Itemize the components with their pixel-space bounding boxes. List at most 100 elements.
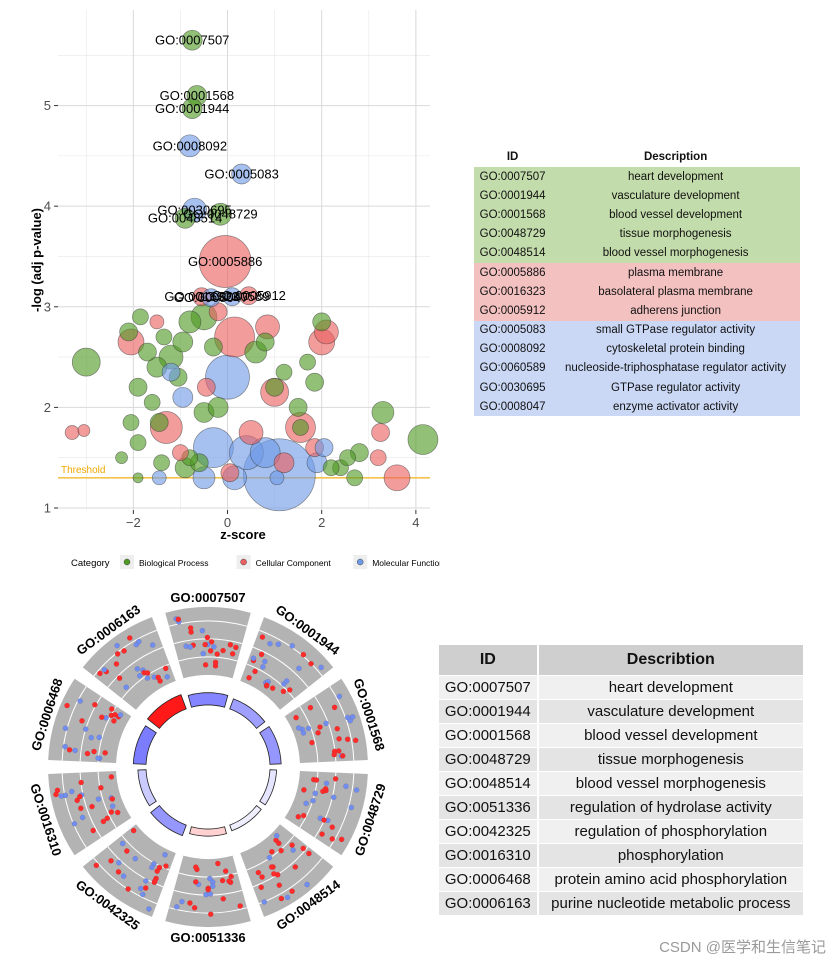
bubble-point bbox=[371, 423, 390, 442]
description-cell: adherens junction bbox=[630, 304, 721, 317]
bubble-point bbox=[153, 454, 170, 472]
bubble-label: GO:0048729 bbox=[183, 207, 257, 222]
description-cell: plasma membrane bbox=[627, 266, 724, 279]
description-cell: blood vessel morphogenesis bbox=[536, 772, 803, 795]
table-row: GO:0007507 heart development bbox=[474, 167, 800, 187]
y-tick-label: 2 bbox=[44, 400, 51, 415]
y-tick-label: 1 bbox=[44, 500, 51, 515]
x-tick-label: −2 bbox=[126, 515, 141, 530]
bubble-point bbox=[305, 372, 324, 392]
table1-header-description: Description bbox=[551, 146, 800, 167]
bubble-point bbox=[196, 377, 216, 397]
description-cell: vasculature development bbox=[536, 700, 803, 723]
description-cell: heart development bbox=[627, 170, 724, 183]
bubble-point bbox=[204, 337, 223, 357]
bubble-point bbox=[119, 322, 138, 342]
bubble-point bbox=[178, 134, 202, 158]
bubble-point bbox=[201, 288, 221, 308]
bubble-label: GO:0005083 bbox=[204, 166, 278, 181]
description-cell: blood vessel morphogenesis bbox=[602, 247, 749, 260]
table1-header-id: ID bbox=[474, 146, 552, 167]
bubble-point bbox=[275, 363, 293, 381]
bubble-point bbox=[151, 470, 167, 486]
bubble-point bbox=[407, 424, 439, 455]
table-row: GO:0030695 GTPase regulator activity bbox=[474, 378, 800, 398]
bubble-point bbox=[138, 342, 157, 362]
zscore-bar bbox=[187, 692, 229, 708]
zscore-bar bbox=[146, 694, 187, 729]
bubble-plot: Threshold GO:0007507 GO:0001568GO:0001944… bbox=[29, 10, 440, 569]
bubble-point bbox=[172, 444, 189, 462]
go-category-table: ID Description GO:0007507 heart developme… bbox=[474, 146, 800, 417]
go-id-cell: GO:0007507 bbox=[444, 679, 531, 696]
bubble-point bbox=[214, 316, 255, 358]
description-cell: vasculature development bbox=[611, 189, 740, 202]
go-sector bbox=[284, 771, 368, 856]
bubble-point bbox=[181, 29, 203, 51]
bubble-point bbox=[249, 437, 281, 469]
bubble-label: GO:0016323 bbox=[164, 289, 238, 304]
description-cell: GTPase regulator activity bbox=[611, 381, 741, 394]
bubble-point bbox=[149, 314, 165, 330]
bubble-point bbox=[172, 386, 194, 408]
bubble-point bbox=[174, 207, 196, 229]
go-id-cell: GO:0048729 bbox=[444, 751, 531, 768]
table-row: GO:0016323 basolateral plasma membrane bbox=[474, 282, 800, 302]
go-id-cell: GO:0048514 bbox=[444, 775, 531, 792]
description-cell: regulation of hydrolase activity bbox=[536, 796, 803, 819]
table2-header-id: ID bbox=[439, 645, 537, 675]
bubble-point bbox=[288, 398, 308, 417]
table-row: GO:0006468 protein amino acid phosphoryla… bbox=[439, 868, 803, 891]
go-id-cell: GO:0001568 bbox=[479, 208, 546, 221]
zscore-bar bbox=[132, 725, 157, 765]
go-id-cell: GO:0016310 bbox=[444, 847, 531, 864]
table-row: GO:0006163 purine nucleotide metabolic pr… bbox=[439, 892, 803, 915]
table-row: GO:0048514 blood vessel morphogenesis bbox=[474, 243, 800, 263]
go-id-cell: GO:0048514 bbox=[479, 247, 546, 260]
x-axis-label: z-score bbox=[220, 527, 266, 542]
bubble-point bbox=[220, 463, 240, 483]
go-term-table: ID Describtion GO:0007507 heart developme… bbox=[439, 644, 803, 916]
legend-entry: Biological Process bbox=[139, 558, 208, 568]
description-cell: small GTPase regulator activity bbox=[596, 324, 756, 337]
plot-axes: −2 0 2 4 1 2 3 4 5 bbox=[44, 98, 420, 530]
table-row: GO:0001944 vasculature development bbox=[474, 186, 800, 206]
go-sector bbox=[165, 855, 251, 927]
bubble-point bbox=[71, 347, 101, 377]
go-id-cell: GO:0030695 bbox=[479, 381, 546, 394]
bubble-point bbox=[149, 413, 169, 432]
table2-header-description: Describtion bbox=[536, 645, 803, 675]
bubble-point bbox=[239, 286, 259, 306]
bubble-point bbox=[299, 353, 316, 371]
bubble-label: GO:0005912 bbox=[211, 288, 285, 303]
description-cell: heart development bbox=[536, 676, 803, 699]
go-id-cell: GO:0005083 bbox=[479, 324, 546, 337]
table-row: GO:0005083 small GTPase regulator activit… bbox=[474, 320, 800, 340]
zscore-bar bbox=[150, 805, 187, 837]
bubble-point bbox=[209, 202, 232, 226]
table-row: GO:0048729 tissue morphogenesis bbox=[439, 748, 803, 771]
table-row: GO:0051336 regulation of hydrolase activi… bbox=[439, 796, 803, 819]
description-cell: protein amino acid phosphorylation bbox=[536, 868, 803, 891]
bubble-label: GO:0005886 bbox=[188, 254, 262, 269]
bubble-points bbox=[64, 29, 439, 512]
bubble-point bbox=[383, 464, 411, 492]
description-cell: basolateral plasma membrane bbox=[598, 285, 753, 298]
bubble-point bbox=[292, 419, 309, 436]
bubble-point bbox=[273, 452, 295, 474]
go-id-cell: GO:0042325 bbox=[444, 823, 531, 840]
bubble-point bbox=[265, 377, 284, 397]
table-row: GO:0007507 heart development bbox=[439, 676, 803, 699]
bubble-point bbox=[132, 472, 144, 484]
zscore-bar bbox=[259, 726, 282, 765]
circular-go-plot: GO:0007507GO:0001944GO:0001568GO:0048729… bbox=[27, 590, 389, 945]
y-tick-label: 4 bbox=[44, 199, 51, 214]
bubble-point bbox=[198, 235, 252, 288]
bubble-point bbox=[132, 308, 149, 326]
go-id-cell: GO:0008047 bbox=[479, 400, 546, 413]
bubble-point bbox=[339, 449, 356, 467]
bubble-point bbox=[322, 459, 340, 477]
go-sector bbox=[48, 771, 132, 856]
x-tick-label: 4 bbox=[412, 515, 419, 530]
